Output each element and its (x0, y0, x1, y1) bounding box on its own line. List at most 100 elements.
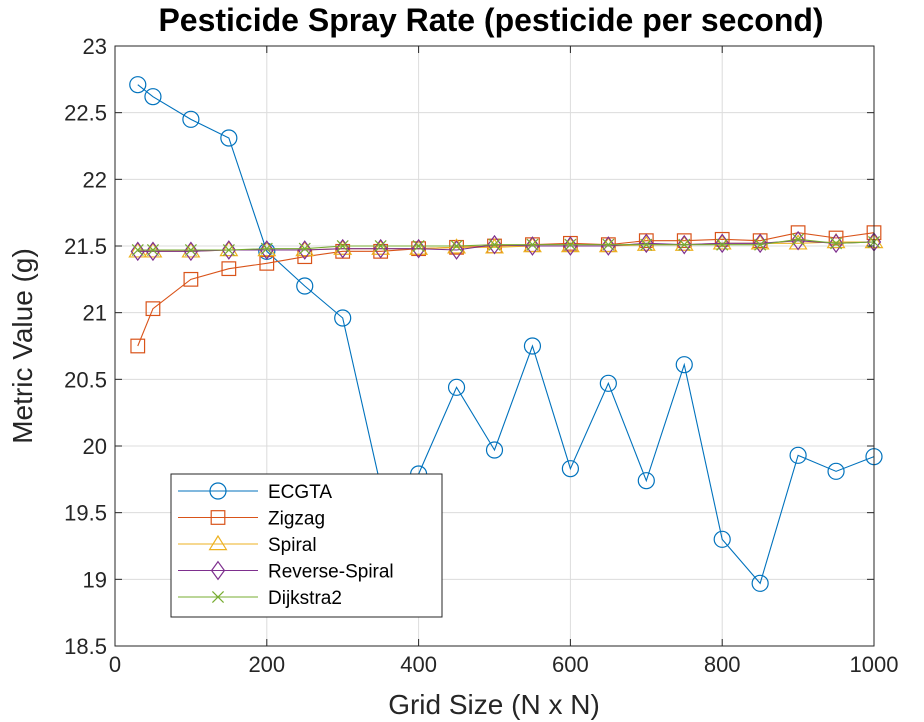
marker-circle (637, 472, 655, 490)
legend-label: Reverse-Spiral (268, 562, 394, 583)
y-tick-label: 20.5 (64, 367, 107, 392)
legend-label: Spiral (268, 535, 317, 556)
chart-title: Pesticide Spray Rate (pesticide per seco… (158, 2, 823, 38)
marker-triangle (674, 235, 694, 251)
x-tick-label: 1000 (850, 652, 899, 677)
marker-square (828, 230, 844, 246)
marker-circle (751, 574, 769, 592)
marker-square (130, 338, 146, 354)
series-line (137, 84, 875, 585)
marker-x-stroke (830, 237, 843, 250)
y-tick-label: 21.5 (64, 234, 107, 259)
marker-x-stroke (526, 238, 539, 251)
marker-x (222, 243, 235, 257)
marker-x (336, 239, 349, 253)
marker-circle (599, 374, 617, 392)
legend-label: ECGTA (268, 482, 332, 503)
marker-diamond (525, 236, 540, 256)
marker-x-stroke (146, 243, 159, 257)
marker-x (450, 239, 463, 253)
marker-square (259, 255, 275, 271)
legend-item-zigzag: Zigzag (178, 509, 325, 530)
legend-item-reverse-spiral: Reverse-Spiral (178, 560, 394, 583)
marker-circle (523, 337, 542, 355)
marker-x-stroke (374, 239, 387, 253)
legend-item-dijkstra2: Dijkstra2 (178, 588, 342, 609)
legend-item-spiral: Spiral (178, 534, 317, 556)
marker-diamond (259, 240, 274, 260)
marker-x (211, 590, 225, 604)
x-tick-label: 600 (552, 652, 589, 677)
marker-x-stroke (184, 243, 197, 257)
marker-x (792, 233, 805, 246)
marker-x-stroke (792, 233, 805, 246)
marker-circle (789, 446, 807, 464)
marker-circle (220, 129, 238, 147)
y-tick-label: 19.5 (64, 501, 107, 526)
y-tick-label: 22.5 (64, 101, 107, 126)
marker-circle (296, 277, 314, 295)
marker-x (640, 238, 653, 251)
marker-x-stroke (211, 590, 225, 604)
y-tick-label: 18.5 (64, 634, 107, 659)
marker-triangle (219, 240, 239, 257)
marker-diamond (563, 236, 578, 256)
y-tick-label: 19 (83, 567, 107, 592)
marker-circle (485, 441, 504, 459)
marker-x (602, 238, 615, 251)
marker-x (131, 243, 144, 257)
marker-x (412, 239, 425, 253)
marker-x (526, 238, 539, 251)
x-tick-label: 0 (109, 652, 121, 677)
marker-square (210, 510, 226, 525)
marker-circle (209, 482, 227, 500)
plot-area-frame (114, 45, 875, 647)
marker-triangle (409, 239, 429, 255)
marker-triangle (750, 234, 770, 250)
marker-circle (144, 88, 162, 106)
y-tick-label: 21 (83, 301, 107, 326)
marker-x-stroke (450, 239, 463, 253)
marker-x-stroke (260, 242, 273, 255)
marker-x-stroke (564, 238, 577, 251)
marker-diamond (487, 234, 502, 255)
marker-x-stroke (131, 243, 144, 257)
marker-circle (129, 76, 147, 94)
legend-label: Zigzag (268, 509, 325, 530)
marker-x (830, 237, 843, 250)
marker-square (714, 231, 730, 247)
series-dijkstra2 (131, 233, 881, 257)
marker-x-stroke (222, 243, 235, 257)
marker-x-stroke (602, 238, 615, 251)
marker-x-stroke (640, 238, 653, 251)
marker-circle (713, 530, 731, 548)
marker-circle (182, 110, 200, 128)
marker-x-stroke (716, 238, 729, 251)
x-tick-label: 200 (248, 652, 285, 677)
marker-circle (561, 460, 580, 478)
marker-square (145, 301, 161, 317)
marker-diamond (183, 241, 199, 262)
marker-x (488, 238, 501, 251)
marker-x (146, 243, 159, 257)
legend: ECGTA Zigzag Spiral Reverse-Spiral Dijkstra2 (170, 473, 443, 618)
marker-diamond (790, 230, 806, 251)
marker-diamond (828, 233, 844, 254)
series-line (137, 232, 875, 347)
x-tick-label: 800 (704, 652, 741, 677)
marker-x-stroke (678, 238, 691, 251)
marker-x-stroke (488, 238, 501, 251)
marker-x (260, 242, 273, 255)
y-axis-title: Metric Value (g) (7, 248, 38, 444)
marker-diamond (145, 241, 161, 262)
legend-box (170, 473, 443, 618)
marker-x (374, 239, 387, 253)
x-tick-label: 400 (400, 652, 437, 677)
marker-triangle (208, 534, 228, 551)
marker-circle (334, 309, 352, 327)
marker-diamond (449, 240, 464, 260)
marker-x-stroke (336, 239, 349, 253)
marker-x (184, 243, 197, 257)
marker-diamond (130, 241, 145, 262)
